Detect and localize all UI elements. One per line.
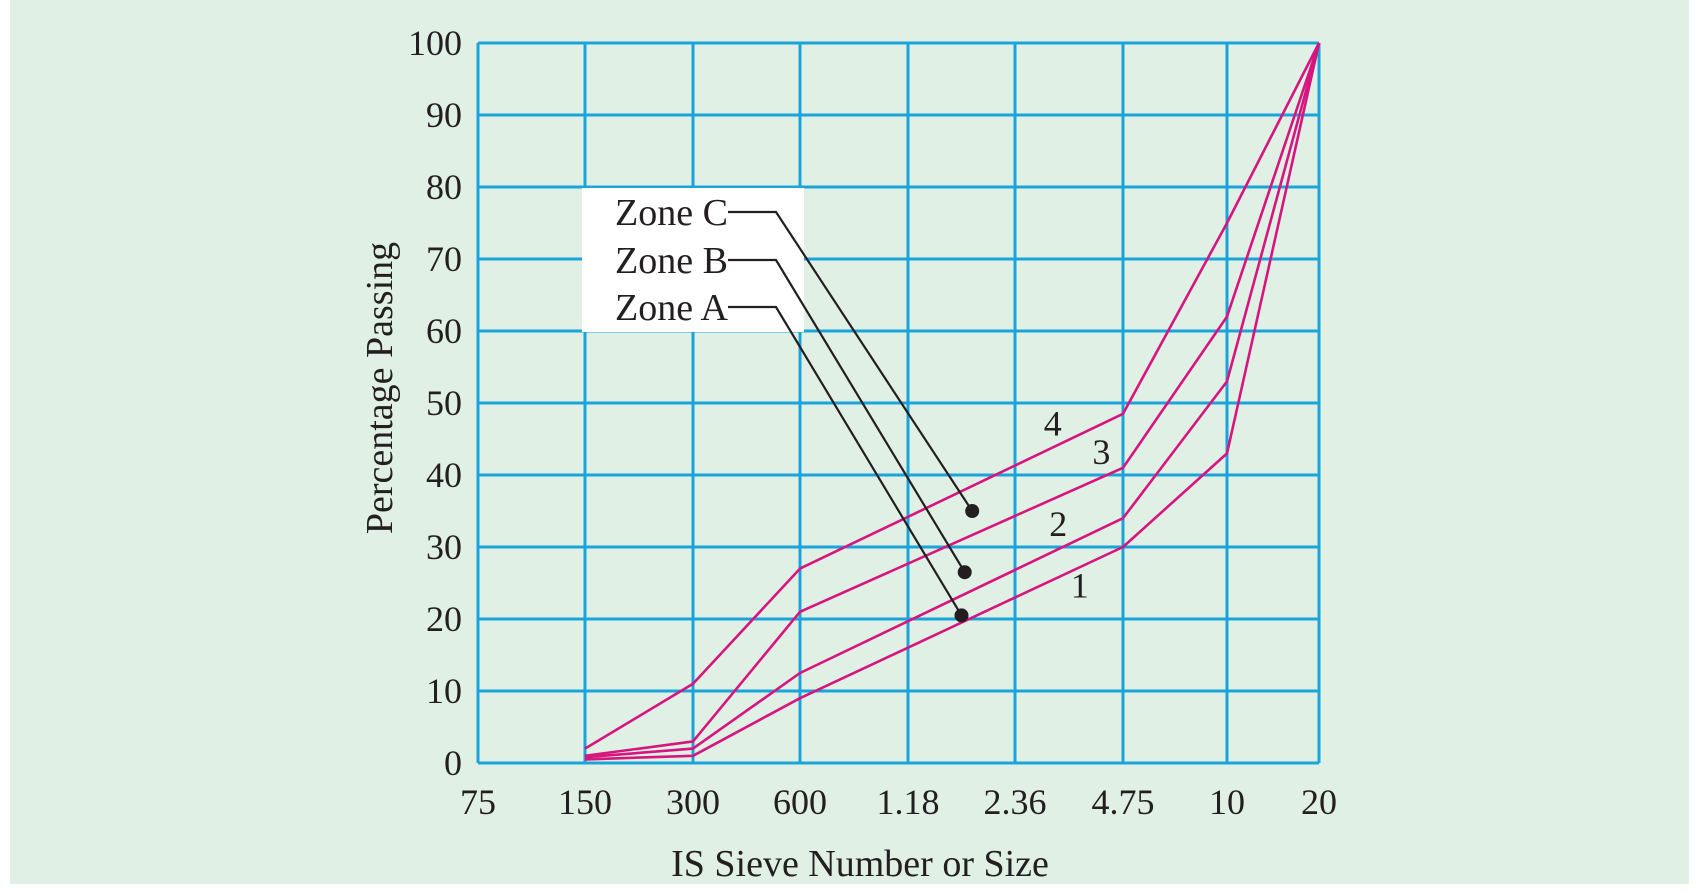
x-tick-label: 600 xyxy=(773,782,827,822)
x-tick-label: 20 xyxy=(1301,782,1337,822)
series-line-4 xyxy=(584,42,1321,750)
y-axis-title: Percentage Passing xyxy=(359,242,401,534)
x-tick-label: 2.36 xyxy=(984,782,1047,822)
zone-leader-line xyxy=(728,210,974,512)
zone-marker-dot xyxy=(965,504,980,518)
y-tick-label: 70 xyxy=(426,239,462,279)
y-tick-label: 80 xyxy=(426,167,462,207)
y-tick-label: 60 xyxy=(426,311,462,351)
zone-label: Zone C xyxy=(615,192,728,234)
y-tick-label: 20 xyxy=(426,599,462,639)
y-tick-label: 90 xyxy=(426,95,462,135)
chart-panel xyxy=(10,0,1689,884)
zone-label: Zone A xyxy=(615,287,728,329)
y-tick-label: 0 xyxy=(444,743,462,783)
y-tick-label: 100 xyxy=(408,23,462,63)
y-tick-label: 30 xyxy=(426,527,462,567)
series-line-2 xyxy=(584,42,1321,759)
tick-labels: 75 150 300 600 1.18 2.36 4.75 10 20 0 10 20 30 40 50 60… xyxy=(408,23,1337,822)
zone-leader-line xyxy=(728,258,966,573)
curve-label-2: 2 xyxy=(1049,504,1067,544)
x-tick-label: 10 xyxy=(1209,782,1245,822)
zone-labels: Zone C Zone B Zone A xyxy=(582,188,980,623)
grading-curves xyxy=(584,42,1321,761)
grid xyxy=(476,41,1321,765)
curve-label-1: 1 xyxy=(1071,565,1089,605)
curve-label-3: 3 xyxy=(1092,432,1110,472)
zone-marker-dot xyxy=(957,565,972,580)
x-tick-label: 75 xyxy=(460,782,496,822)
x-tick-label: 300 xyxy=(666,782,720,822)
x-tick-label: 1.18 xyxy=(877,782,940,822)
zone-label: Zone B xyxy=(615,240,728,282)
curve-label-4: 4 xyxy=(1044,403,1062,443)
series-line-1 xyxy=(584,42,1321,761)
y-tick-label: 10 xyxy=(426,671,462,711)
x-axis-title: IS Sieve Number or Size xyxy=(671,843,1049,885)
x-tick-label: 4.75 xyxy=(1092,782,1155,822)
y-tick-label: 40 xyxy=(426,455,462,495)
x-tick-label: 150 xyxy=(558,782,612,822)
zone-leader-line xyxy=(728,305,963,616)
zone-marker-dot xyxy=(954,608,969,623)
series-line-3 xyxy=(584,42,1321,758)
y-tick-label: 50 xyxy=(426,383,462,423)
